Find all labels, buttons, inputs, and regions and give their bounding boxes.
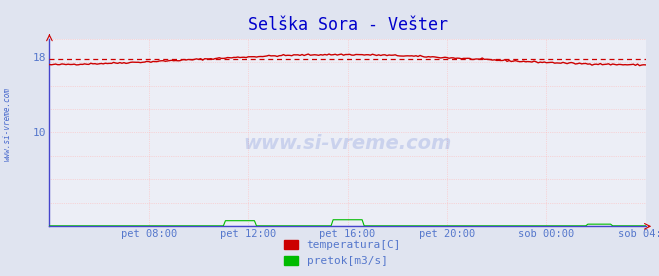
Text: www.si-vreme.com: www.si-vreme.com xyxy=(3,87,12,161)
Title: Selška Sora - Vešter: Selška Sora - Vešter xyxy=(248,16,447,34)
Text: www.si-vreme.com: www.si-vreme.com xyxy=(243,134,452,153)
Legend: temperatura[C], pretok[m3/s]: temperatura[C], pretok[m3/s] xyxy=(280,235,405,270)
